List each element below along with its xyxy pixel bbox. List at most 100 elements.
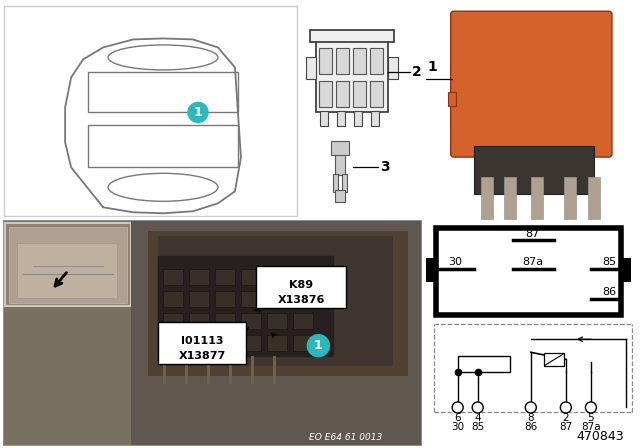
- Text: 2: 2: [412, 65, 422, 79]
- Bar: [619, 258, 631, 282]
- Bar: [293, 335, 314, 351]
- Bar: [458, 356, 509, 372]
- Bar: [335, 48, 349, 74]
- Text: 30: 30: [449, 258, 463, 267]
- Bar: [316, 32, 388, 112]
- Circle shape: [525, 402, 536, 413]
- Bar: [331, 142, 349, 155]
- Bar: [370, 82, 383, 108]
- Bar: [215, 335, 236, 351]
- Bar: [319, 48, 332, 74]
- Bar: [504, 177, 516, 219]
- Text: 87: 87: [525, 229, 540, 240]
- Circle shape: [452, 402, 463, 413]
- Circle shape: [188, 103, 208, 122]
- Bar: [9, 227, 127, 302]
- Bar: [426, 258, 438, 282]
- Bar: [163, 268, 183, 284]
- Bar: [88, 73, 238, 112]
- Bar: [163, 291, 183, 306]
- Bar: [353, 48, 365, 74]
- Bar: [158, 255, 333, 356]
- Bar: [189, 335, 209, 351]
- Bar: [333, 174, 338, 192]
- Bar: [148, 231, 408, 376]
- Bar: [337, 112, 345, 126]
- Bar: [163, 313, 183, 329]
- Bar: [481, 177, 493, 219]
- Text: I01113: I01113: [181, 336, 223, 346]
- Bar: [370, 48, 383, 74]
- Text: 5: 5: [588, 413, 594, 422]
- Bar: [319, 82, 332, 108]
- Text: 87: 87: [559, 422, 573, 431]
- Bar: [335, 190, 345, 202]
- Text: 2: 2: [563, 413, 569, 422]
- Bar: [310, 30, 394, 43]
- Bar: [544, 353, 564, 366]
- Text: 86: 86: [602, 287, 616, 297]
- Bar: [293, 268, 314, 284]
- Bar: [241, 335, 261, 351]
- Bar: [388, 57, 397, 79]
- Text: X13876: X13876: [278, 295, 325, 305]
- Text: 87a: 87a: [581, 422, 601, 431]
- Text: 86: 86: [524, 422, 538, 431]
- Text: 85: 85: [602, 258, 616, 267]
- FancyBboxPatch shape: [451, 11, 612, 157]
- Bar: [371, 112, 379, 126]
- Bar: [158, 236, 394, 366]
- Bar: [163, 335, 183, 351]
- Bar: [306, 57, 316, 79]
- Text: X13877: X13877: [179, 351, 226, 361]
- Bar: [229, 356, 232, 383]
- Bar: [215, 268, 236, 284]
- Bar: [158, 322, 246, 364]
- Bar: [241, 313, 261, 329]
- Text: 1: 1: [314, 339, 323, 352]
- Circle shape: [586, 402, 596, 413]
- Text: 1: 1: [194, 106, 202, 119]
- Bar: [189, 313, 209, 329]
- Bar: [588, 177, 600, 219]
- Bar: [353, 82, 365, 108]
- Bar: [207, 356, 211, 383]
- Bar: [186, 356, 188, 383]
- Text: 4: 4: [474, 413, 481, 422]
- Text: 30: 30: [451, 422, 464, 431]
- Bar: [273, 356, 276, 383]
- Bar: [335, 147, 345, 175]
- Text: 1: 1: [428, 60, 437, 74]
- Text: EO E64 61 0013: EO E64 61 0013: [308, 433, 382, 442]
- Circle shape: [307, 335, 330, 357]
- Bar: [88, 125, 238, 167]
- Bar: [189, 268, 209, 284]
- Bar: [252, 356, 254, 383]
- Bar: [241, 291, 261, 306]
- Bar: [163, 356, 166, 383]
- Bar: [335, 82, 349, 108]
- Bar: [474, 146, 594, 194]
- Text: 8: 8: [527, 413, 534, 422]
- Bar: [268, 291, 287, 306]
- Bar: [293, 313, 314, 329]
- Bar: [131, 220, 422, 446]
- Bar: [5, 223, 131, 306]
- Bar: [436, 228, 621, 315]
- Text: 85: 85: [471, 422, 484, 431]
- Bar: [531, 177, 543, 219]
- Bar: [268, 313, 287, 329]
- Text: 87a: 87a: [522, 258, 543, 267]
- Bar: [293, 291, 314, 306]
- Bar: [189, 291, 209, 306]
- Text: K89: K89: [289, 280, 314, 289]
- Bar: [241, 268, 261, 284]
- Bar: [342, 174, 347, 192]
- Circle shape: [472, 402, 483, 413]
- Bar: [447, 92, 456, 106]
- Bar: [268, 268, 287, 284]
- Bar: [354, 112, 362, 126]
- Bar: [17, 242, 117, 297]
- Bar: [268, 335, 287, 351]
- Bar: [215, 313, 236, 329]
